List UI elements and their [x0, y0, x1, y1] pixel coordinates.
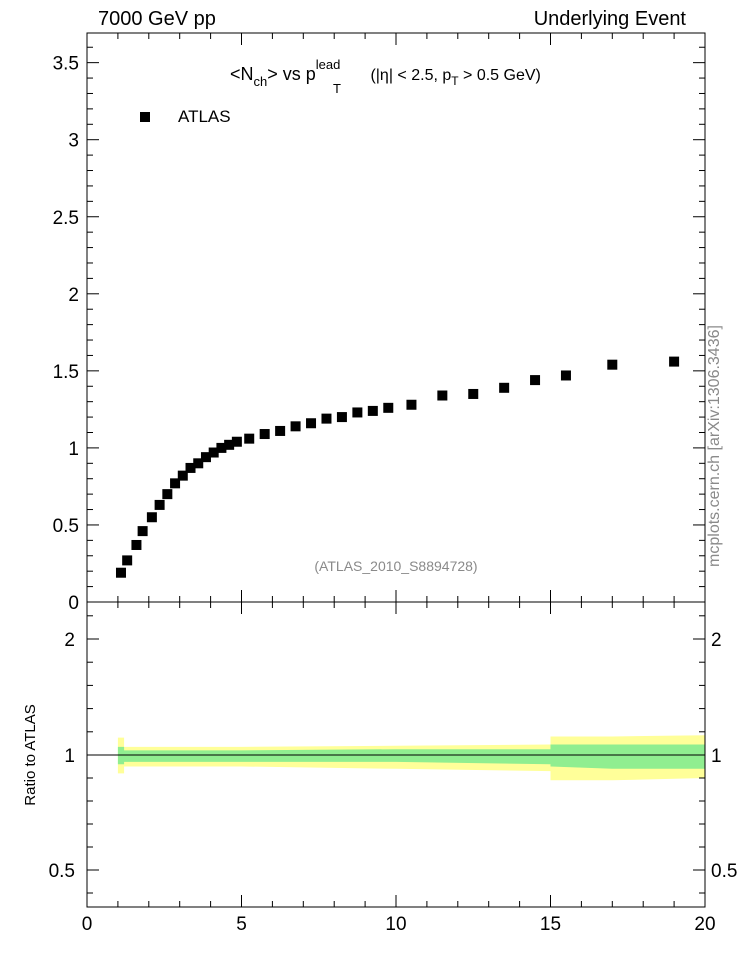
- title-paren1: (|η| < 2.5, p: [366, 67, 451, 84]
- energy-label: 7000 GeV pp: [98, 8, 216, 30]
- data-point: [367, 405, 378, 416]
- ratio-bands: [117, 735, 705, 781]
- data-point: [560, 370, 571, 381]
- title-sub-t2: T: [451, 74, 459, 88]
- title-sub-t: T: [333, 81, 341, 96]
- main-ticks: 0 0.5 1 1.5 2 2.5 3 3.5: [53, 33, 706, 614]
- data-point: [244, 433, 255, 444]
- title-sup-lead: lead: [316, 57, 341, 72]
- data-point: [131, 539, 142, 550]
- data-point: [154, 499, 165, 510]
- xtick-label: 5: [236, 914, 247, 935]
- main-ytick-label: 3.5: [53, 54, 79, 75]
- uncertainty-band: [117, 744, 705, 769]
- data-point: [185, 462, 196, 473]
- data-point: [437, 390, 448, 401]
- xtick-label: 15: [540, 914, 561, 935]
- data-point: [122, 555, 133, 566]
- main-panel: 0 0.5 1 1.5 2 2.5 3 3.5 <Nch> vs plead T (|η| < …: [53, 32, 706, 614]
- data-point: [352, 407, 363, 418]
- data-point: [193, 458, 204, 469]
- data-point: [208, 447, 219, 458]
- data-point: [499, 382, 510, 393]
- ratio-ytick-label: 0.5: [49, 861, 75, 882]
- data-point: [224, 439, 235, 450]
- analysis-label: (ATLAS_2010_S8894728): [314, 558, 477, 574]
- title-open: <N: [230, 64, 254, 84]
- data-point: [383, 402, 394, 413]
- legend-marker: [140, 112, 150, 122]
- data-point: [216, 442, 227, 453]
- ratio-panel: 0 5 10 15 20 0.5 0.5 1 1 2 2 Ratio to ATLAS: [22, 601, 737, 935]
- ratio-ytick-label-right: 0.5: [711, 861, 737, 882]
- data-point: [336, 412, 347, 423]
- xtick-label: 20: [694, 914, 715, 935]
- ratio-ylabel: Ratio to ATLAS: [22, 704, 39, 805]
- title-paren2: > 0.5 GeV): [459, 67, 541, 84]
- data-point: [200, 452, 211, 463]
- xtick-label: 0: [82, 914, 93, 935]
- data-point: [290, 421, 301, 432]
- data-point: [607, 359, 618, 370]
- main-ytick-label: 2: [68, 285, 79, 306]
- data-point: [669, 356, 680, 367]
- data-point: [162, 489, 173, 500]
- ratio-ticks: 0 5 10 15 20 0.5 0.5 1 1 2 2: [49, 602, 737, 935]
- ratio-ytick-label-right: 1: [711, 746, 722, 767]
- data-point: [170, 478, 181, 489]
- data-point: [321, 413, 332, 424]
- title-mid: > vs p: [267, 64, 316, 84]
- main-ytick-label: 1: [68, 439, 79, 460]
- main-ytick-label: 0: [68, 593, 79, 614]
- data-point: [177, 470, 188, 481]
- data-point: [530, 375, 541, 386]
- chart-title: <Nch> vs plead T (|η| < 2.5, pT > 0.5 GeV…: [230, 57, 541, 96]
- data-point: [406, 399, 417, 410]
- ratio-ytick-label: 1: [64, 746, 75, 767]
- process-label: Underlying Event: [533, 8, 686, 30]
- data-point: [259, 429, 270, 440]
- data-point: [231, 436, 242, 447]
- main-ytick-label: 1.5: [53, 362, 79, 383]
- data-point: [468, 388, 479, 399]
- title-sub-ch: ch: [254, 74, 268, 89]
- data-points: [115, 356, 680, 578]
- data-point: [137, 526, 148, 537]
- ratio-frame: [86, 601, 706, 908]
- data-point: [306, 418, 317, 429]
- data-point: [115, 567, 126, 578]
- main-ytick-label: 3: [68, 131, 79, 152]
- main-ytick-label: 0.5: [53, 516, 79, 537]
- ratio-ytick-label: 2: [64, 630, 75, 651]
- data-point: [146, 512, 157, 523]
- data-point: [275, 425, 286, 436]
- legend-label: ATLAS: [178, 107, 231, 126]
- xtick-label: 10: [385, 914, 406, 935]
- main-ytick-label: 2.5: [53, 208, 79, 229]
- ratio-ytick-label-right: 2: [711, 630, 722, 651]
